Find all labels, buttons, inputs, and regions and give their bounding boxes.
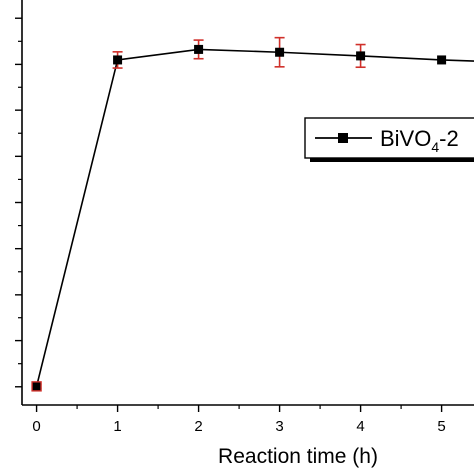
y-ticks [15,17,22,388]
legend: BiVO4-2 [304,117,474,162]
x-tick-label: 0 [32,418,40,435]
legend-shadow [310,158,474,162]
legend-label: BiVO4-2 [380,126,459,155]
chart-axes [21,0,474,406]
series-line [35,48,474,387]
data-point [113,55,123,65]
data-point [437,55,447,65]
x-axis-title: Reaction time (h) [218,445,378,468]
x-tick-label: 2 [194,418,202,435]
legend-marker [338,133,348,143]
legend-label-subscript: 4 [431,139,439,155]
x-ticks: 0 1 2 3 4 5 [32,405,446,435]
data-point [356,51,366,61]
data-point [275,47,285,57]
legend-label-main: BiVO [380,126,431,151]
x-tick-label: 4 [356,418,364,435]
x-tick-label: 5 [437,418,445,435]
data-point [194,44,204,54]
data-point [31,381,42,392]
x-tick-label: 3 [275,418,283,435]
series-layer [31,36,474,392]
x-tick-label: 1 [113,418,121,435]
legend-label-tail: -2 [439,126,459,151]
